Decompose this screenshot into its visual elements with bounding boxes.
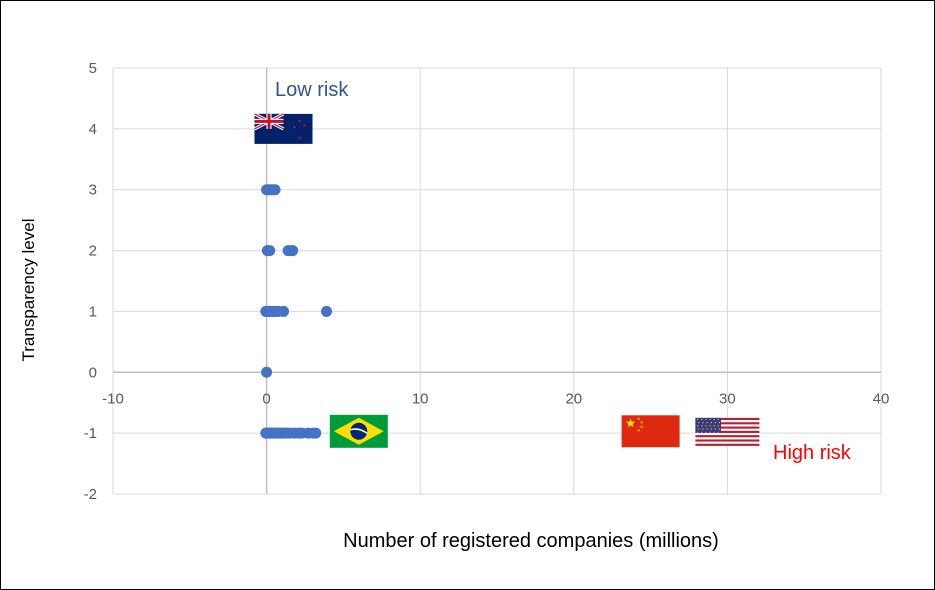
data-point [310,427,322,439]
x-tick-label: 0 [262,390,270,407]
x-tick-label: 10 [412,390,429,407]
y-tick-label: 4 [89,121,97,138]
x-tick-label: 30 [719,390,736,407]
x-tick-label: -10 [102,390,124,407]
data-point [264,245,276,257]
brazil-flag [329,414,388,448]
data-point [277,305,289,317]
y-axis-title: Transparency level [19,219,38,362]
data-point [321,305,333,317]
x-tick-label: 40 [873,390,890,407]
low-risk-annotation: Low risk [275,79,349,101]
china-flag [621,415,680,448]
y-tick-label: -2 [84,486,97,503]
y-tick-label: 3 [89,182,97,199]
high-risk-annotation: High risk [773,442,852,464]
y-tick-label: 5 [89,60,97,77]
x-axis-title: Number of registered companies (millions… [343,530,719,552]
new-zealand-flag [253,112,313,144]
gridlines [112,67,882,495]
data-point [287,245,299,257]
y-tick-label: 0 [89,364,97,381]
x-tick-label: 20 [565,390,582,407]
data-points [260,184,333,439]
y-tick-label: 2 [89,243,97,260]
usa-flag [695,417,760,446]
flags [253,112,760,448]
y-tick-label: 1 [89,303,97,320]
data-point [261,366,273,378]
y-tick-label: -1 [84,425,97,442]
data-point [269,184,281,196]
